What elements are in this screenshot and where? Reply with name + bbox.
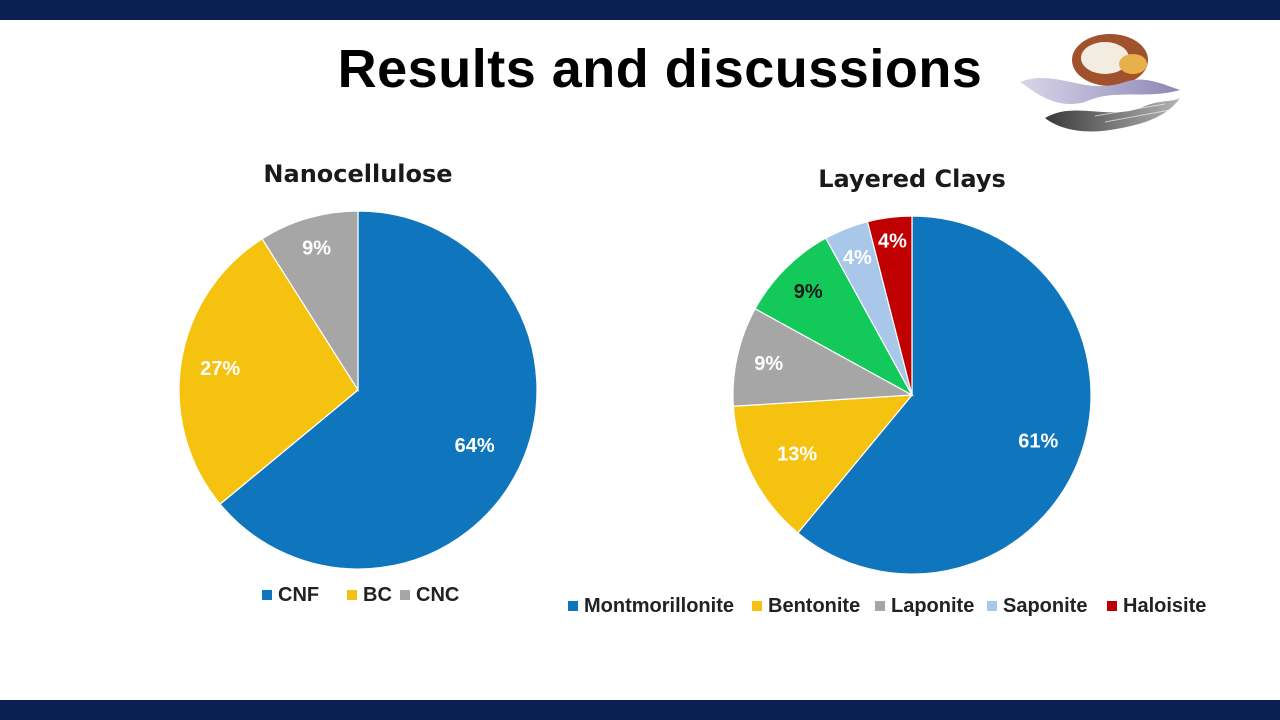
pie-slice-bentonite — [732, 394, 914, 534]
chart-title: Nanocellulose — [263, 160, 452, 188]
legend-marker-laponite — [875, 601, 885, 611]
pie-slice-cnc — [261, 210, 359, 393]
slice-data-label: 9% — [302, 237, 331, 259]
legend-label-haloisite: Haloisite — [1123, 595, 1206, 617]
slice-data-label: 27% — [200, 358, 240, 380]
slice-data-label: 64% — [455, 435, 495, 457]
legend-label-bc: BC — [363, 584, 392, 606]
legend-marker-saponite — [987, 601, 997, 611]
slice-data-label: 9% — [794, 281, 823, 303]
materials-logo — [1020, 34, 1180, 132]
legend-label-saponite: Saponite — [1003, 595, 1087, 617]
legend-label-montmorillonite: Montmorillonite — [584, 595, 734, 617]
pie-slice-bc — [178, 238, 359, 505]
chart-layered-clays: Layered Clays 61% 13% 9% 9% 4% 4% Montmorillo… — [568, 165, 1206, 617]
legend-marker-bc — [347, 590, 357, 600]
chart-title: Layered Clays — [818, 165, 1006, 193]
pie-slice-unlabeled — [754, 237, 914, 397]
pie-slice-montmorillonite — [797, 215, 1092, 575]
legend-label-bentonite: Bentonite — [768, 595, 860, 617]
pie-slice-haloisite — [866, 215, 913, 396]
slice-data-label: 13% — [777, 444, 817, 466]
legend-marker-haloisite — [1107, 601, 1117, 611]
legend-marker-montmorillonite — [568, 601, 578, 611]
chart-nanocellulose: Nanocellulose 64% 27% 9% CNF BC CNC — [178, 160, 538, 606]
slice-data-label: 4% — [843, 247, 872, 269]
slide-title: Results and discussions — [337, 39, 983, 99]
slice-data-label: 4% — [878, 230, 907, 252]
legend-label-cnc: CNC — [416, 584, 459, 606]
legend-marker-cnf — [262, 590, 272, 600]
top-band — [0, 0, 1280, 20]
bottom-band — [0, 700, 1280, 720]
slice-data-label: 9% — [754, 353, 783, 375]
legend-marker-bentonite — [752, 601, 762, 611]
legend-label-laponite: Laponite — [891, 595, 974, 617]
legend-label-cnf: CNF — [278, 584, 319, 606]
pie-slice-cnf — [219, 210, 538, 570]
pie-slice-laponite — [732, 307, 915, 407]
legend-marker-cnc — [400, 590, 410, 600]
slice-data-label: 61% — [1018, 430, 1058, 452]
